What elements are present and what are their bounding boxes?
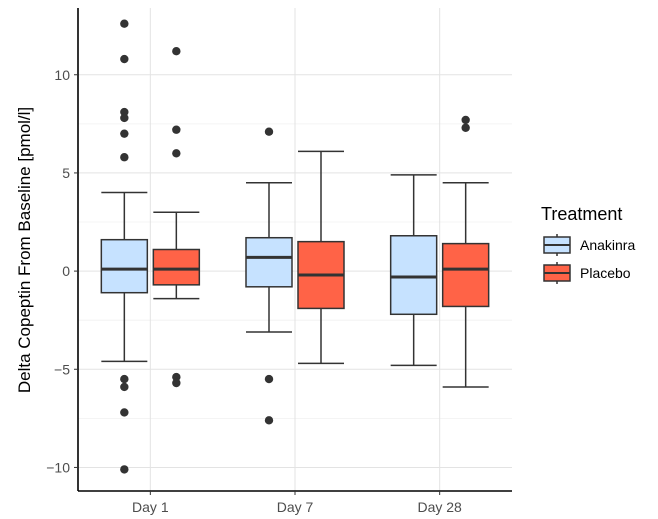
legend-label: Placebo bbox=[580, 265, 631, 281]
outlier-point bbox=[172, 125, 181, 134]
outlier-point bbox=[264, 374, 274, 384]
outlier-point bbox=[120, 374, 129, 384]
legend-entry-placebo: Placebo bbox=[543, 262, 631, 284]
outlier-point bbox=[120, 113, 129, 123]
box-iqr bbox=[389, 235, 438, 316]
box-iqr bbox=[441, 242, 490, 308]
outlier-point bbox=[172, 378, 181, 388]
outlier-point bbox=[120, 129, 129, 138]
outlier-point bbox=[172, 46, 181, 56]
y-tick-label: −5 bbox=[54, 361, 70, 377]
y-tick-label: 5 bbox=[62, 165, 70, 181]
outlier-point bbox=[172, 372, 181, 382]
outlier-point bbox=[120, 408, 129, 417]
y-axis-label: Delta Copeptin From Baseline [pmol/l] bbox=[15, 107, 34, 393]
outlier-point bbox=[120, 465, 129, 474]
outlier-point bbox=[172, 149, 181, 158]
y-tick-label: −10 bbox=[46, 459, 70, 475]
outlier-point bbox=[120, 153, 129, 162]
box-placebo-day-7 bbox=[297, 150, 345, 365]
y-tick-label: 0 bbox=[62, 263, 70, 279]
outlier-point bbox=[120, 382, 129, 392]
legend-label: Anakinra bbox=[580, 237, 635, 253]
x-tick-label: Day 28 bbox=[417, 499, 462, 515]
legend-title: Treatment bbox=[541, 204, 622, 224]
x-tick-label: Day 1 bbox=[132, 499, 169, 515]
outlier-point bbox=[461, 123, 470, 132]
box-iqr bbox=[152, 248, 201, 286]
box-plot-series bbox=[100, 19, 490, 474]
box-anakinra-day-7 bbox=[245, 127, 293, 425]
box-iqr bbox=[245, 236, 293, 288]
box-anakinra-day-1 bbox=[100, 19, 149, 474]
box-placebo-day-28 bbox=[441, 115, 490, 388]
y-tick-labels: −10 −5 0 5 10 bbox=[46, 67, 78, 475]
outlier-point bbox=[120, 107, 129, 117]
outlier-point bbox=[120, 54, 129, 64]
legend-entry-anakinra: Anakinra bbox=[543, 234, 635, 256]
outlier-point bbox=[120, 19, 129, 28]
box-iqr bbox=[100, 238, 149, 294]
outlier-point bbox=[264, 416, 274, 425]
x-tick-label: Day 7 bbox=[277, 499, 314, 515]
legend: Treatment Anakinra Placebo bbox=[541, 204, 635, 284]
x-tick-labels: Day 1 Day 7 Day 28 bbox=[132, 491, 462, 515]
box-anakinra-day-28 bbox=[389, 174, 438, 367]
y-tick-label: 10 bbox=[54, 67, 70, 83]
outlier-point bbox=[461, 115, 470, 125]
grid-lines bbox=[78, 8, 512, 491]
box-placebo-day-1 bbox=[152, 46, 201, 388]
outlier-point bbox=[264, 127, 274, 136]
